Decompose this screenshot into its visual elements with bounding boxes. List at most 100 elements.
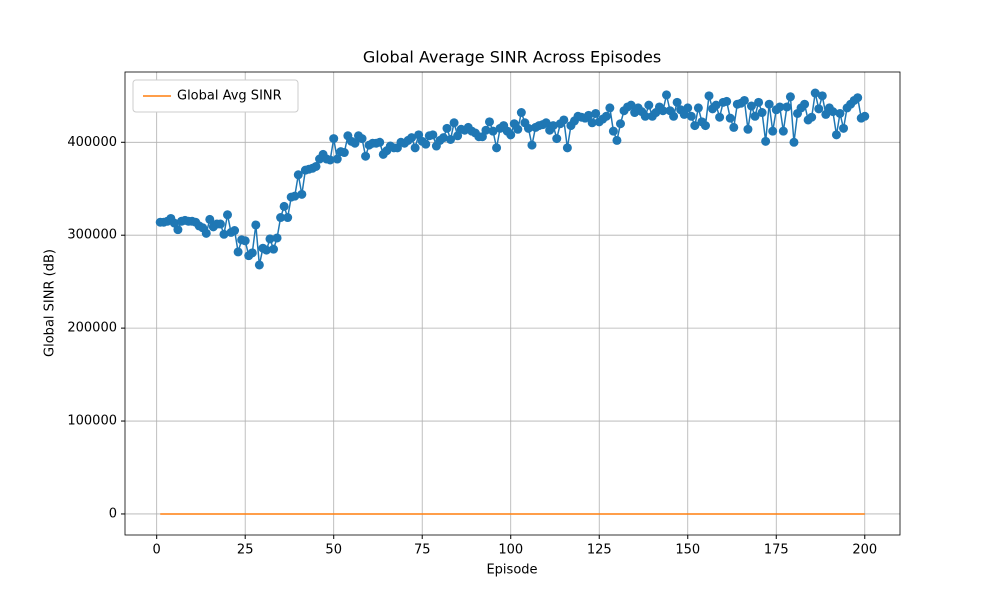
x-tick-label: 100 bbox=[498, 543, 523, 558]
point bbox=[552, 134, 562, 144]
point bbox=[279, 201, 289, 211]
point bbox=[746, 101, 756, 111]
point bbox=[672, 97, 682, 107]
point bbox=[693, 103, 703, 113]
point bbox=[269, 244, 279, 254]
point bbox=[584, 110, 594, 120]
point bbox=[778, 126, 788, 136]
point bbox=[768, 126, 778, 136]
point bbox=[428, 130, 438, 140]
point bbox=[527, 140, 537, 150]
point bbox=[484, 117, 494, 127]
point bbox=[215, 219, 225, 229]
point bbox=[290, 191, 300, 201]
point bbox=[782, 102, 792, 112]
point bbox=[559, 115, 569, 125]
point bbox=[506, 130, 516, 140]
point bbox=[601, 111, 611, 121]
point bbox=[283, 213, 293, 223]
point bbox=[247, 248, 257, 258]
x-tick-label: 75 bbox=[414, 543, 431, 558]
point bbox=[615, 119, 625, 129]
y-tick-label: 200000 bbox=[67, 321, 117, 336]
point bbox=[272, 233, 282, 243]
point bbox=[332, 154, 342, 164]
point bbox=[488, 126, 498, 136]
point bbox=[297, 189, 307, 199]
point bbox=[690, 121, 700, 131]
point bbox=[605, 103, 615, 113]
point bbox=[205, 214, 215, 224]
point bbox=[219, 229, 229, 239]
point bbox=[230, 226, 240, 236]
point bbox=[828, 107, 838, 117]
point bbox=[276, 213, 286, 223]
point bbox=[173, 225, 183, 235]
point bbox=[516, 108, 526, 118]
point bbox=[523, 123, 533, 133]
point bbox=[350, 138, 360, 148]
point bbox=[612, 135, 622, 145]
point bbox=[640, 111, 650, 121]
point bbox=[492, 143, 502, 153]
point bbox=[513, 124, 523, 134]
y-tick-label: 400000 bbox=[67, 135, 117, 150]
point bbox=[835, 108, 845, 118]
x-tick-label: 175 bbox=[764, 543, 789, 558]
point bbox=[810, 88, 820, 98]
point bbox=[375, 137, 385, 147]
point bbox=[407, 133, 417, 143]
point bbox=[669, 111, 679, 121]
point bbox=[750, 111, 760, 121]
point bbox=[722, 96, 732, 106]
point bbox=[361, 151, 371, 161]
point bbox=[608, 126, 618, 136]
point bbox=[761, 136, 771, 146]
point bbox=[711, 100, 721, 110]
point bbox=[686, 111, 696, 121]
point bbox=[481, 125, 491, 135]
point bbox=[704, 91, 714, 101]
point bbox=[261, 245, 271, 255]
point bbox=[311, 161, 321, 171]
x-axis-label: Episode bbox=[486, 563, 537, 578]
point bbox=[548, 121, 558, 131]
point bbox=[715, 112, 725, 122]
point bbox=[764, 99, 774, 109]
point bbox=[817, 91, 827, 101]
y-tick-label: 100000 bbox=[67, 414, 117, 429]
point bbox=[265, 234, 275, 244]
point bbox=[449, 118, 459, 128]
y-axis-label: Global SINR (dB) bbox=[43, 249, 58, 357]
point bbox=[743, 124, 753, 134]
x-tick-label: 0 bbox=[153, 543, 161, 558]
point bbox=[293, 170, 303, 180]
point bbox=[683, 103, 693, 113]
point bbox=[587, 118, 597, 128]
point bbox=[662, 90, 672, 100]
point bbox=[325, 155, 335, 165]
legend-label: Global Avg SINR bbox=[177, 89, 282, 104]
point bbox=[644, 100, 654, 110]
point bbox=[658, 106, 668, 116]
point bbox=[222, 210, 232, 220]
point bbox=[775, 102, 785, 112]
point bbox=[438, 133, 448, 143]
point bbox=[814, 104, 824, 114]
x-tick-label: 125 bbox=[587, 543, 612, 558]
point bbox=[254, 260, 264, 270]
point bbox=[807, 112, 817, 122]
point bbox=[562, 143, 572, 153]
point bbox=[785, 92, 795, 102]
point bbox=[754, 97, 764, 107]
point bbox=[541, 118, 551, 128]
point bbox=[700, 121, 710, 131]
point bbox=[357, 134, 367, 144]
point bbox=[329, 134, 339, 144]
point bbox=[789, 137, 799, 147]
point bbox=[729, 122, 739, 132]
x-tick-label: 50 bbox=[325, 543, 342, 558]
point bbox=[233, 247, 243, 257]
point bbox=[339, 148, 349, 158]
